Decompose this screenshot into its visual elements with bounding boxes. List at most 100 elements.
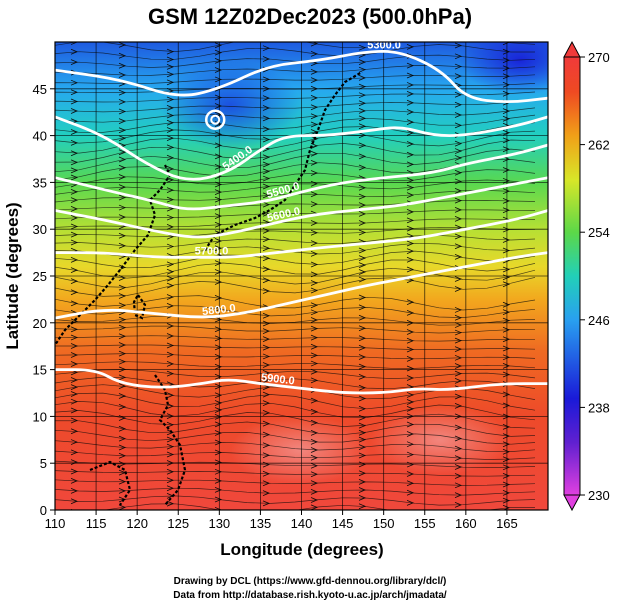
streamline-arrow	[310, 150, 319, 157]
streamline-arrow	[454, 354, 463, 361]
streamline-arrow	[454, 473, 463, 479]
contour-label: 5800.0	[202, 302, 237, 318]
streamline-arrow	[406, 99, 415, 106]
streamline-arrow	[454, 314, 463, 321]
streamline-arrow	[262, 126, 271, 132]
credit-line-2: Data from http://database.rish.kyoto-u.a…	[173, 590, 447, 601]
streamline-arrow	[214, 94, 223, 101]
streamline-arrow	[118, 452, 127, 459]
streamline-arrow	[166, 56, 175, 63]
streamline-arrow	[166, 79, 175, 86]
streamline-arrow	[262, 391, 271, 398]
streamline-arrow	[214, 238, 223, 244]
streamline-arrow	[166, 187, 175, 194]
streamline	[55, 429, 536, 445]
streamline-arrow	[70, 174, 79, 181]
streamline-arrow	[502, 371, 511, 378]
streamline-arrow	[502, 274, 511, 281]
streamline	[55, 470, 536, 477]
streamline-arrow	[214, 353, 223, 360]
streamline-arrow	[214, 459, 223, 466]
streamline-arrow	[502, 281, 511, 288]
contour-label: 5700.0	[195, 245, 229, 257]
streamline-arrow	[406, 130, 415, 136]
streamline-arrow	[166, 333, 175, 339]
streamline-arrow	[358, 314, 367, 321]
streamline-arrow	[310, 397, 319, 404]
streamline-arrow	[262, 201, 271, 208]
streamline-arrow	[406, 406, 415, 412]
streamline-arrow	[262, 255, 271, 262]
streamline-arrow	[358, 276, 367, 283]
streamline-arrow	[310, 489, 319, 495]
contour-line	[55, 209, 548, 259]
streamline	[55, 107, 536, 123]
streamline-arrow	[454, 101, 463, 108]
streamline-arrow	[406, 151, 415, 158]
streamline-arrow	[262, 154, 271, 161]
streamline-arrow	[262, 76, 271, 83]
streamline-arrow	[310, 360, 319, 367]
streamline-arrow	[310, 68, 319, 75]
streamline-arrow	[454, 445, 463, 452]
streamline	[55, 361, 536, 369]
streamline-arrow	[214, 344, 223, 351]
streamline-arrow	[70, 59, 79, 66]
streamline-arrow	[502, 48, 511, 55]
streamline-arrow	[358, 92, 367, 99]
streamline-arrow	[118, 127, 127, 134]
streamline-arrow	[214, 421, 223, 428]
streamline-arrow	[406, 365, 415, 372]
streamline-arrow	[70, 459, 79, 465]
streamline-arrow	[358, 255, 367, 261]
streamline-arrow	[502, 391, 511, 398]
streamline-arrow	[70, 377, 79, 383]
streamline-arrow	[358, 374, 367, 380]
streamline-arrow	[406, 184, 415, 191]
streamline-arrow	[70, 278, 79, 284]
streamline-arrow	[454, 42, 463, 49]
streamline-arrow	[310, 334, 319, 341]
streamline-arrow	[214, 58, 223, 64]
streamline-arrow	[406, 72, 415, 79]
streamline	[55, 277, 536, 297]
streamline-arrow	[118, 435, 127, 442]
streamline-arrow	[166, 196, 175, 203]
streamline-arrow	[358, 436, 367, 443]
streamline	[55, 91, 536, 103]
coast-borneo	[89, 460, 132, 506]
streamline-arrow	[262, 431, 271, 438]
streamline-arrow	[166, 360, 175, 367]
streamline-arrow	[70, 257, 79, 263]
streamline-arrow	[358, 384, 367, 391]
streamline-arrow	[118, 264, 127, 271]
streamline-arrow	[70, 498, 79, 505]
streamline-arrow	[70, 231, 79, 238]
streamline-arrow	[406, 256, 415, 263]
streamline-arrow	[454, 169, 463, 176]
streamline-arrow	[406, 480, 415, 487]
streamline-arrow	[454, 424, 463, 431]
streamline-arrow	[358, 344, 367, 351]
contour-line	[55, 368, 548, 395]
streamline-arrow	[70, 197, 79, 203]
streamline-arrow	[118, 204, 127, 211]
streamline-arrow	[70, 361, 79, 367]
streamline-arrow	[262, 115, 271, 122]
streamline-arrow	[358, 220, 367, 226]
streamline-arrow	[358, 115, 367, 122]
streamline-arrow	[454, 197, 463, 204]
colorbar-bottom-arrow	[563, 494, 581, 512]
streamline-arrow	[118, 52, 127, 59]
streamline-arrow	[262, 336, 271, 343]
streamline-arrow	[358, 108, 367, 114]
streamline-arrow	[454, 482, 463, 489]
streamline-arrow	[358, 461, 367, 468]
streamline-arrow	[214, 260, 223, 266]
streamline-arrow	[358, 479, 367, 485]
streamline	[55, 114, 536, 133]
streamline-arrow	[118, 393, 127, 399]
streamline-arrow	[502, 464, 511, 471]
streamline	[55, 54, 536, 68]
streamline-arrow	[262, 56, 271, 62]
